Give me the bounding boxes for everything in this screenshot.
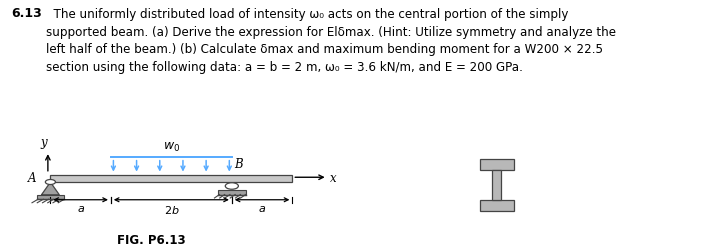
Text: FIG. P6.13: FIG. P6.13 [117,234,186,247]
Text: The uniformly distributed load of intensity ω₀ acts on the central portion of th: The uniformly distributed load of intens… [46,8,616,74]
Circle shape [225,183,238,189]
Text: $w_0$: $w_0$ [163,141,180,154]
Text: $a$: $a$ [258,204,266,214]
Bar [480,200,514,211]
Bar [37,195,64,199]
Bar [492,170,501,200]
Bar [50,175,292,182]
Text: y: y [40,136,48,149]
Text: x: x [330,172,337,184]
Polygon shape [42,182,59,195]
Text: B: B [234,158,243,171]
Text: $a$: $a$ [76,204,85,214]
Text: $2b$: $2b$ [163,204,179,216]
Text: 6.13: 6.13 [11,7,42,20]
Bar [218,190,246,194]
Circle shape [45,180,55,184]
Text: A: A [28,172,36,185]
Bar [480,159,514,170]
